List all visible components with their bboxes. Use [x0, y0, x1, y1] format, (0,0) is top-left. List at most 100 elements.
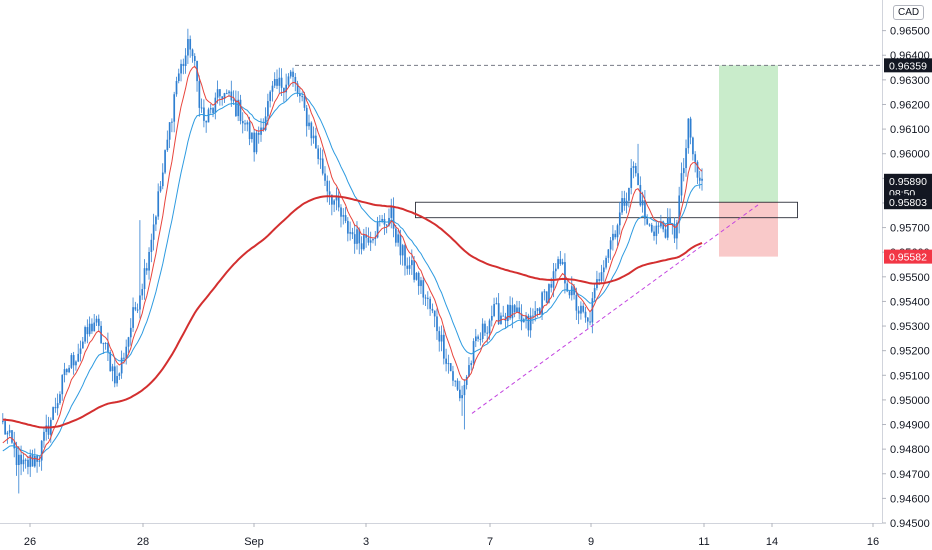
- candle-body: [331, 194, 333, 205]
- candle-body: [264, 116, 267, 131]
- stop-zone[interactable]: [719, 202, 778, 257]
- resistance-box[interactable]: [415, 201, 798, 219]
- candle-body: [344, 215, 347, 221]
- candle-body: [20, 454, 22, 465]
- candle-body: [559, 259, 562, 264]
- candle-body: [424, 297, 427, 299]
- candle-body: [459, 389, 461, 399]
- ascending-trendline[interactable]: [471, 204, 759, 414]
- candle-body: [516, 307, 518, 312]
- candle-body: [356, 229, 358, 244]
- x-tick-label: 26: [24, 536, 36, 548]
- candle-body: [577, 310, 580, 314]
- candle-body: [607, 249, 610, 258]
- candle-body: [129, 327, 132, 338]
- candle-body: [319, 158, 322, 160]
- candle-body: [557, 259, 559, 269]
- time-axis[interactable]: 26 28 Sep 3 7 9 11 14 16: [24, 523, 879, 548]
- candle-body: [65, 369, 68, 373]
- candle-body: [159, 186, 162, 192]
- currency-badge[interactable]: CAD: [893, 5, 925, 20]
- candle-body: [340, 207, 342, 217]
- candle-body: [301, 96, 304, 98]
- candle-body: [22, 459, 25, 465]
- candle-body: [687, 118, 690, 149]
- candle-body: [2, 421, 4, 423]
- candle-body: [100, 325, 102, 344]
- candle-body: [648, 224, 651, 226]
- candle-body: [173, 94, 176, 122]
- candle-body: [628, 187, 630, 201]
- candle-body: [150, 239, 153, 253]
- candle-body: [164, 150, 166, 173]
- candle-body: [70, 355, 73, 368]
- candle-body: [134, 307, 137, 310]
- price-axis[interactable]: 0.94500 0.94600 0.94700 0.94800 0.94900 0.950…: [882, 26, 930, 530]
- candle-body: [666, 217, 669, 238]
- candle-body: [175, 80, 178, 95]
- candle-body: [72, 355, 75, 366]
- candle-body: [465, 376, 468, 385]
- candle-body: [273, 78, 276, 86]
- candle-body: [417, 272, 420, 287]
- candle-body: [447, 363, 450, 365]
- candle-body: [216, 89, 219, 98]
- candle-body: [605, 257, 607, 268]
- resistance-box-layer: [415, 201, 798, 219]
- candle-body: [285, 84, 288, 93]
- candle-body: [184, 55, 187, 67]
- candle-body: [136, 309, 139, 311]
- candle-body: [97, 318, 100, 326]
- candle-body: [152, 224, 155, 240]
- candle-body: [662, 221, 665, 230]
- candle-body: [644, 200, 646, 219]
- candle-body: [445, 358, 447, 364]
- candle-body: [513, 305, 516, 312]
- candle-body: [280, 77, 283, 88]
- candle-body: [180, 63, 182, 74]
- y-tick-label: 0.95000: [890, 395, 930, 407]
- candle-body: [235, 100, 237, 117]
- candles: [2, 28, 703, 494]
- candle-body: [353, 234, 356, 244]
- candle-body: [303, 96, 306, 108]
- candle-body: [310, 122, 313, 139]
- candle-body: [634, 166, 637, 174]
- candle-body: [625, 200, 628, 206]
- risk-reward-zones: [719, 65, 778, 257]
- candle-body: [11, 430, 13, 443]
- candle-body: [221, 96, 224, 100]
- candle-body: [484, 323, 486, 333]
- candle-body: [27, 459, 29, 467]
- candle-body: [614, 233, 617, 238]
- price-tag: [884, 249, 932, 264]
- candle-body: [564, 262, 566, 284]
- candle-body: [550, 284, 553, 288]
- candle-body: [641, 200, 644, 206]
- x-tick-label: 14: [766, 536, 778, 548]
- candle-body: [623, 198, 626, 206]
- candle-body: [75, 361, 77, 366]
- candle-body: [84, 327, 86, 342]
- candle-body: [541, 292, 543, 315]
- candle-body: [438, 331, 441, 342]
- x-tick-label: 7: [487, 536, 493, 548]
- candle-body: [701, 178, 703, 181]
- y-tick-label: 0.95300: [890, 321, 930, 333]
- candle-body: [433, 310, 436, 317]
- candle-body: [520, 313, 523, 323]
- candle-body: [171, 121, 173, 123]
- candle-body: [696, 161, 699, 178]
- candle-body: [420, 280, 422, 287]
- drawings: [295, 64, 882, 414]
- candle-body: [673, 224, 676, 239]
- candle-body: [454, 380, 457, 382]
- candle-body: [554, 268, 557, 272]
- candle-body: [534, 310, 537, 316]
- candle-body: [77, 353, 80, 362]
- y-tick-label: 0.94800: [890, 444, 930, 456]
- candle-body: [93, 322, 96, 332]
- candle-body: [24, 459, 27, 461]
- target-zone[interactable]: [719, 65, 778, 203]
